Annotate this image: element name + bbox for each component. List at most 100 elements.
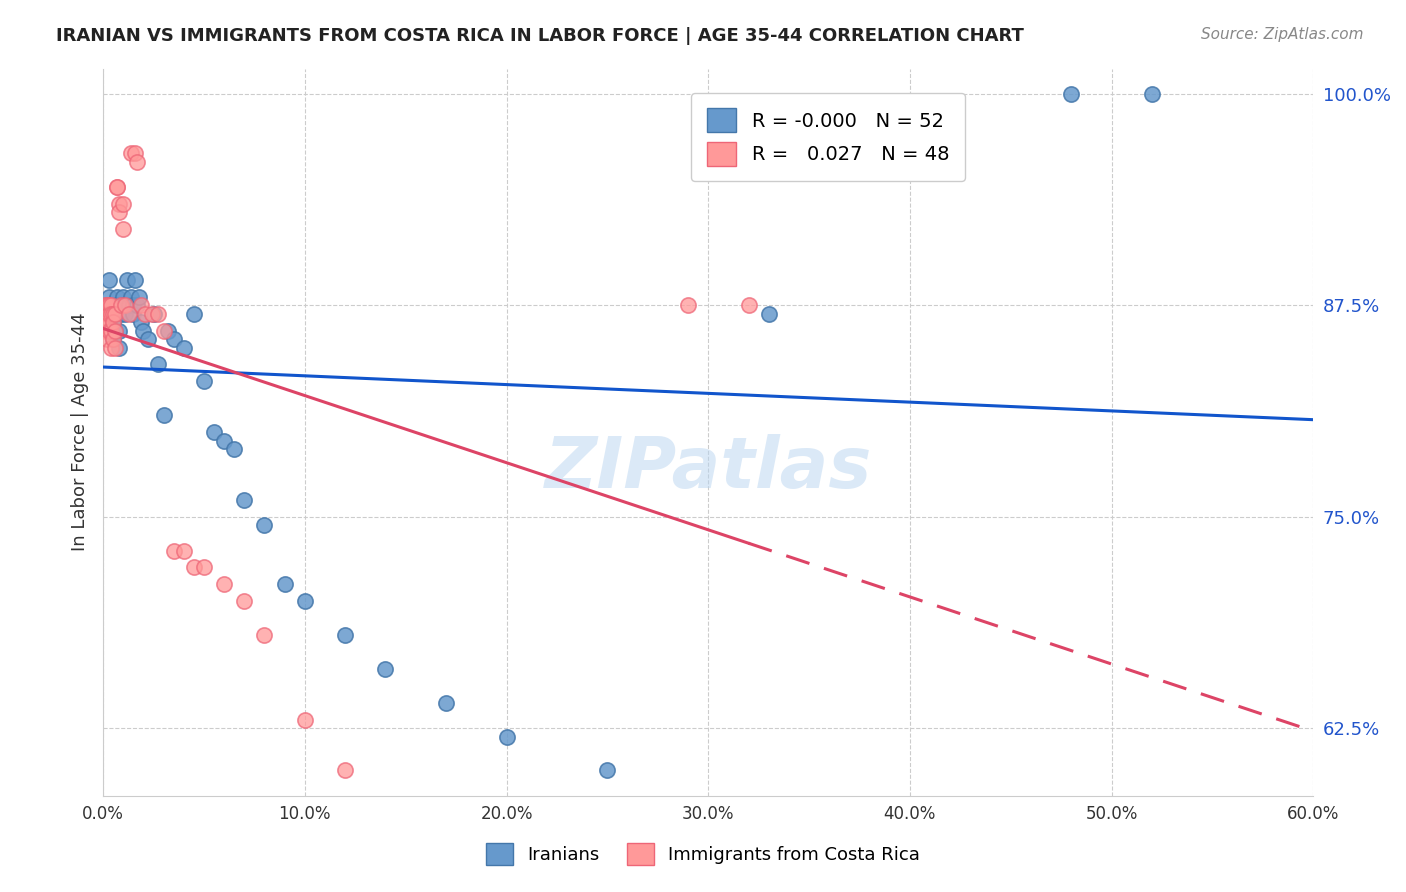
Point bbox=[127, 154, 149, 169]
Point bbox=[120, 290, 142, 304]
Point bbox=[233, 492, 256, 507]
Point bbox=[100, 307, 122, 321]
Legend: R = -0.000   N = 52, R =   0.027   N = 48: R = -0.000 N = 52, R = 0.027 N = 48 bbox=[692, 93, 965, 181]
Legend: Iranians, Immigrants from Costa Rica: Iranians, Immigrants from Costa Rica bbox=[477, 834, 929, 874]
Point bbox=[193, 560, 215, 574]
Point bbox=[105, 298, 128, 312]
Y-axis label: In Labor Force | Age 35-44: In Labor Force | Age 35-44 bbox=[72, 313, 89, 551]
Text: IRANIAN VS IMMIGRANTS FROM COSTA RICA IN LABOR FORCE | AGE 35-44 CORRELATION CHA: IRANIAN VS IMMIGRANTS FROM COSTA RICA IN… bbox=[56, 27, 1024, 45]
Point bbox=[104, 307, 127, 321]
Point bbox=[96, 298, 118, 312]
Point bbox=[108, 341, 131, 355]
Point bbox=[103, 332, 125, 346]
Point bbox=[173, 543, 195, 558]
Point bbox=[212, 577, 235, 591]
Point bbox=[94, 307, 117, 321]
Point bbox=[118, 298, 141, 312]
Point bbox=[183, 307, 205, 321]
Point bbox=[103, 332, 125, 346]
Point bbox=[124, 273, 146, 287]
Point bbox=[98, 324, 121, 338]
Point bbox=[146, 358, 169, 372]
Point bbox=[108, 324, 131, 338]
Point bbox=[120, 146, 142, 161]
Point bbox=[253, 518, 276, 533]
Point bbox=[124, 146, 146, 161]
Point bbox=[96, 332, 118, 346]
Point bbox=[294, 594, 316, 608]
Point bbox=[294, 713, 316, 727]
Point bbox=[131, 315, 153, 329]
Point bbox=[112, 298, 135, 312]
Point bbox=[202, 425, 225, 439]
Point bbox=[183, 560, 205, 574]
Point bbox=[224, 442, 246, 456]
Point bbox=[122, 298, 145, 312]
Point bbox=[100, 307, 122, 321]
Point bbox=[104, 341, 127, 355]
Point bbox=[141, 307, 163, 321]
Point bbox=[142, 307, 165, 321]
Point bbox=[122, 307, 145, 321]
Point bbox=[136, 332, 159, 346]
Point bbox=[596, 764, 619, 778]
Point bbox=[103, 298, 125, 312]
Point bbox=[146, 307, 169, 321]
Point bbox=[96, 307, 118, 321]
Point bbox=[273, 577, 295, 591]
Point bbox=[98, 273, 121, 287]
Point bbox=[114, 307, 136, 321]
Point bbox=[112, 222, 135, 236]
Point bbox=[100, 324, 122, 338]
Point bbox=[110, 307, 132, 321]
Point bbox=[758, 307, 780, 321]
Point bbox=[112, 196, 135, 211]
Point bbox=[118, 307, 141, 321]
Point bbox=[163, 332, 186, 346]
Point bbox=[233, 594, 256, 608]
Point bbox=[173, 341, 195, 355]
Point bbox=[96, 315, 118, 329]
Point bbox=[117, 273, 139, 287]
Point bbox=[105, 180, 128, 194]
Point bbox=[132, 324, 155, 338]
Point bbox=[1060, 87, 1083, 101]
Point bbox=[103, 315, 125, 329]
Point bbox=[104, 324, 127, 338]
Point bbox=[1140, 87, 1163, 101]
Point bbox=[156, 324, 179, 338]
Point bbox=[112, 290, 135, 304]
Point bbox=[98, 290, 121, 304]
Point bbox=[105, 180, 128, 194]
Point bbox=[127, 298, 149, 312]
Text: Source: ZipAtlas.com: Source: ZipAtlas.com bbox=[1201, 27, 1364, 42]
Point bbox=[333, 628, 356, 642]
Point bbox=[737, 298, 759, 312]
Point bbox=[114, 298, 136, 312]
Point bbox=[105, 290, 128, 304]
Point bbox=[98, 298, 121, 312]
Point bbox=[434, 696, 457, 710]
Point bbox=[98, 307, 121, 321]
Point bbox=[374, 662, 396, 676]
Point bbox=[152, 409, 174, 423]
Point bbox=[333, 764, 356, 778]
Point bbox=[495, 730, 517, 744]
Point bbox=[94, 298, 117, 312]
Point bbox=[110, 298, 132, 312]
Point bbox=[676, 298, 699, 312]
Point bbox=[108, 205, 131, 219]
Point bbox=[94, 324, 117, 338]
Point bbox=[131, 298, 153, 312]
Point bbox=[152, 324, 174, 338]
Point bbox=[253, 628, 276, 642]
Point bbox=[104, 307, 127, 321]
Point bbox=[103, 307, 125, 321]
Point bbox=[100, 324, 122, 338]
Point bbox=[212, 434, 235, 448]
Text: ZIPatlas: ZIPatlas bbox=[544, 434, 872, 503]
Point bbox=[96, 298, 118, 312]
Point bbox=[100, 341, 122, 355]
Point bbox=[108, 196, 131, 211]
Point bbox=[134, 307, 156, 321]
